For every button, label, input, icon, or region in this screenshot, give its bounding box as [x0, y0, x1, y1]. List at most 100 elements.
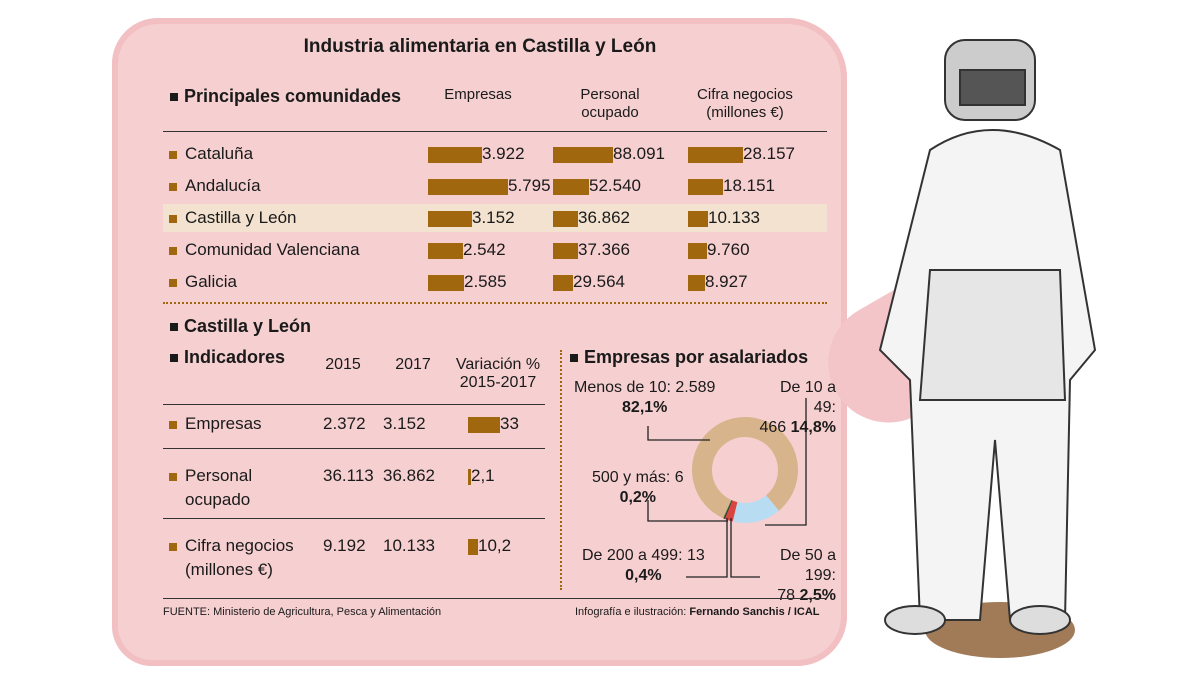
square-bullet-icon: [169, 420, 177, 429]
value-2015: 9.192: [323, 536, 366, 555]
square-bullet-icon: [169, 214, 177, 223]
bar-value: 5.795: [508, 176, 551, 195]
section-heading: Principales comunidades: [184, 86, 402, 106]
bar-cell: 3.922: [428, 140, 525, 168]
variation-bar: [468, 468, 471, 485]
bar-cell: 52.540: [553, 172, 641, 200]
bar-cell: 2.542: [428, 236, 506, 264]
bar-value: 52.540: [589, 176, 641, 195]
bar-cell: 8.927: [688, 268, 748, 296]
section-region: Castilla y León: [170, 316, 311, 337]
donut-slice-de-200-a-499: [723, 500, 733, 520]
section-indicadores: Indicadores: [170, 347, 285, 368]
indicator-label: Empresas: [185, 414, 262, 433]
indicator-row: Personal ocupado 36.113 36.862 2,1: [163, 452, 545, 509]
value-2015: 2.372: [323, 414, 366, 433]
square-bullet-icon: [169, 278, 177, 287]
bar-cell: 28.157: [688, 140, 795, 168]
bar: [428, 274, 464, 291]
page-title: Industria alimentaria en Castilla y León: [303, 36, 657, 57]
label-menos10: Menos de 10: 2.589 82,1%: [574, 379, 716, 416]
square-bullet-icon: [170, 354, 178, 363]
donut-slice-500-y-m-s: [723, 500, 732, 519]
section-heading: Castilla y León: [184, 316, 312, 336]
bar-value: 2.585: [464, 272, 507, 291]
bar: [428, 210, 472, 227]
label-200-499: De 200 a 499: 13 0,4%: [582, 547, 705, 584]
square-bullet-icon: [170, 93, 178, 102]
bar: [553, 210, 578, 227]
bar: [688, 210, 708, 227]
variation-bar: [468, 538, 478, 555]
variation-value: 10,2: [478, 536, 512, 555]
variation-bar: [468, 416, 500, 433]
bar-cell: 9.760: [688, 236, 750, 264]
source-text: FUENTE: Ministerio de Agricultura, Pesca…: [163, 606, 442, 618]
row-label: Galicia: [169, 268, 237, 296]
bar-cell: 5.795: [428, 172, 551, 200]
value-2017: 10.133: [383, 536, 435, 555]
bar-value: 36.862: [578, 208, 630, 227]
table-row: Castilla y León 3.152 36.862 10.133: [163, 204, 827, 232]
bar: [553, 178, 589, 195]
leader-line: [647, 500, 728, 522]
variation-value: 2,1: [471, 466, 495, 485]
col-header-empresas: Empresas: [444, 86, 512, 103]
bar: [553, 146, 613, 163]
square-bullet-icon: [570, 354, 578, 363]
donut-slice-menos-de-10: [692, 417, 798, 519]
credit-text: Infografía e ilustración: Fernando Sanch…: [575, 606, 820, 618]
bar-value: 18.151: [723, 176, 775, 195]
indicator-row: Empresas 2.372 3.152 33: [163, 404, 545, 433]
bar-cell: 18.151: [688, 172, 775, 200]
bar: [688, 242, 707, 259]
col-header-personal: Personal ocupado: [580, 86, 640, 121]
label-10-49: De 10 a 49: 466 14,8%: [759, 379, 836, 436]
leader-line: [730, 518, 760, 578]
bar: [428, 178, 508, 195]
table-row: Cataluña 3.922 88.091 28.157: [163, 140, 827, 168]
label-50-199: De 50 a 199: 78 2,5%: [777, 547, 836, 604]
section-heading: Empresas por asalariados: [584, 347, 809, 367]
value-2017: 36.862: [383, 466, 435, 485]
divider: [163, 131, 827, 132]
col-header-cifra: Cifra negocios (millones €): [697, 86, 793, 121]
bar-value: 10.133: [708, 208, 760, 227]
table-row: Galicia 2.585 29.564 8.927: [163, 268, 827, 296]
bar: [553, 274, 573, 291]
square-bullet-icon: [170, 323, 178, 332]
square-bullet-icon: [169, 542, 177, 551]
variation-value: 33: [500, 414, 519, 433]
section-donut: Empresas por asalariados: [570, 347, 808, 368]
bar-value: 29.564: [573, 272, 625, 291]
bar: [688, 274, 705, 291]
indicator-label: Personal: [185, 466, 253, 485]
bar-cell: 88.091: [553, 140, 665, 168]
value-2017: 3.152: [383, 414, 426, 433]
bar-cell: 36.862: [553, 204, 630, 232]
row-label: Comunidad Valenciana: [169, 236, 360, 264]
bar-cell: 10.133: [688, 204, 760, 232]
indicators-table: Empresas 2.372 3.152 33 Personal ocupado 3…: [163, 404, 545, 594]
table-row: Andalucía 5.795 52.540 18.151: [163, 172, 827, 200]
col-2017: 2017: [395, 356, 431, 373]
donut-slice-de-50-a-199: [724, 500, 738, 522]
indicator-row: Cifra negocios (millones €) 9.192 10.133 …: [163, 522, 545, 579]
bar: [688, 178, 723, 195]
bar-value: 2.542: [463, 240, 506, 259]
leader-line: [647, 426, 710, 441]
bar-cell: 2.585: [428, 268, 507, 296]
dotted-vertical-divider: [560, 350, 562, 590]
label-500mas: 500 y más: 6 0,2%: [592, 469, 684, 506]
square-bullet-icon: [169, 182, 177, 191]
bar-value: 88.091: [613, 144, 665, 163]
indicator-label: Cifra negocios: [185, 536, 294, 555]
bar-value: 28.157: [743, 144, 795, 163]
donut-chart: [647, 398, 807, 578]
table-row: Comunidad Valenciana 2.542 37.366 9.760: [163, 236, 827, 264]
bar: [428, 146, 482, 163]
bar: [688, 146, 743, 163]
row-label: Castilla y León: [169, 204, 297, 232]
leader-line: [686, 518, 728, 578]
bar-value: 3.922: [482, 144, 525, 163]
